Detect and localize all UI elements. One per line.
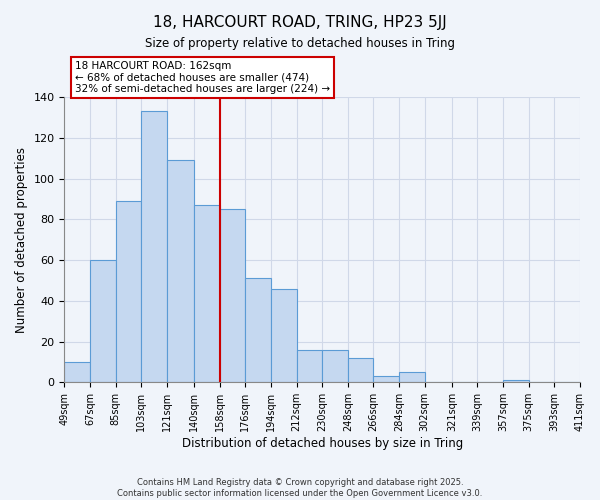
Text: 18 HARCOURT ROAD: 162sqm
← 68% of detached houses are smaller (474)
32% of semi-: 18 HARCOURT ROAD: 162sqm ← 68% of detach… [75, 61, 330, 94]
Bar [399, 372, 425, 382]
Bar [373, 376, 399, 382]
Bar [271, 288, 296, 382]
X-axis label: Distribution of detached houses by size in Tring: Distribution of detached houses by size … [182, 437, 463, 450]
Bar [220, 209, 245, 382]
Bar [503, 380, 529, 382]
Bar [348, 358, 373, 382]
Bar [322, 350, 348, 382]
Bar [90, 260, 116, 382]
Bar [245, 278, 271, 382]
Bar [142, 112, 167, 382]
Bar [64, 362, 90, 382]
Bar [116, 201, 142, 382]
Text: Contains HM Land Registry data © Crown copyright and database right 2025.
Contai: Contains HM Land Registry data © Crown c… [118, 478, 482, 498]
Text: Size of property relative to detached houses in Tring: Size of property relative to detached ho… [145, 38, 455, 51]
Text: 18, HARCOURT ROAD, TRING, HP23 5JJ: 18, HARCOURT ROAD, TRING, HP23 5JJ [153, 15, 447, 30]
Bar [194, 205, 220, 382]
Bar [296, 350, 322, 382]
Y-axis label: Number of detached properties: Number of detached properties [15, 146, 28, 332]
Bar [167, 160, 194, 382]
